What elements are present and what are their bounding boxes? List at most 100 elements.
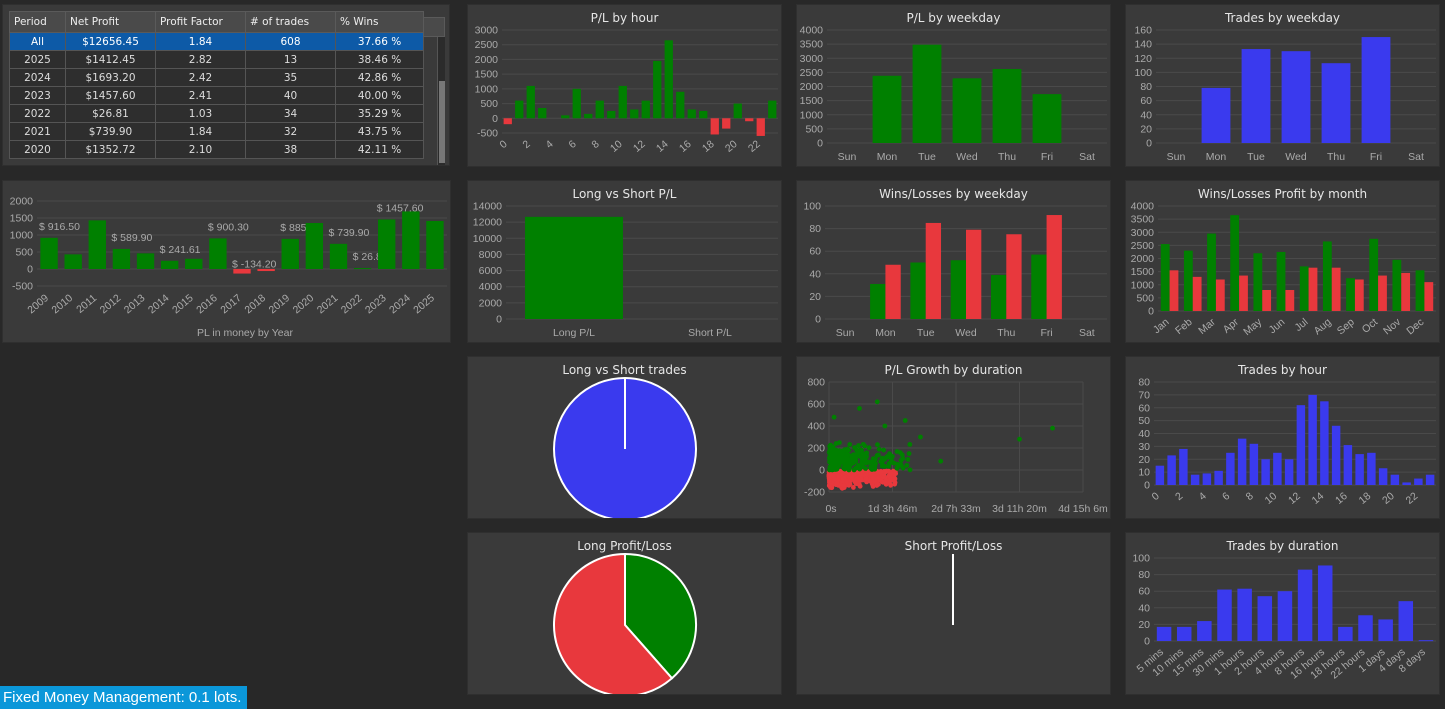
y-tick-label: 3500 <box>800 39 824 51</box>
bar <box>378 219 396 269</box>
scatter-point <box>828 456 834 462</box>
x-tick-label: Long P/L <box>553 327 595 339</box>
scatter-point <box>853 458 859 464</box>
x-tick-label: Thu <box>1327 151 1345 163</box>
data-label: $ -134.20 <box>232 259 277 271</box>
column-header[interactable]: Profit Factor <box>155 11 246 33</box>
y-tick-label: 10000 <box>473 233 502 245</box>
y-tick-label: 1000 <box>1131 279 1155 291</box>
x-tick-label: 0s <box>825 503 836 515</box>
table-row[interactable]: 2023 $1457.60 2.41 40 40.00 % <box>9 86 424 105</box>
x-tick-label: 20 <box>1380 490 1397 507</box>
y-tick-label: 500 <box>480 98 498 110</box>
chart-title: P/L Growth by duration <box>884 363 1023 377</box>
table-row[interactable]: 2024 $1693.20 2.42 35 42.86 % <box>9 68 424 87</box>
bar <box>768 100 777 119</box>
x-tick-label: 2020 <box>291 292 317 316</box>
y-tick-label: 0 <box>1146 138 1152 150</box>
x-tick-label: Jan <box>1151 316 1172 336</box>
column-header[interactable]: Net Profit <box>65 11 156 33</box>
y-tick-label: 160 <box>1134 25 1152 37</box>
table-cell: 34 <box>245 104 336 123</box>
bar <box>1321 63 1351 143</box>
chart-pl-by-year: 2000 1500 1000 500 0 -500 $ 916.50 $ 589.90 $ 24… <box>10 196 447 339</box>
column-header[interactable]: # of trades <box>245 11 336 33</box>
scatter-point <box>907 467 913 473</box>
x-tick-label: 4 <box>1197 490 1209 503</box>
scatter-point <box>844 479 849 485</box>
column-header[interactable]: % Wins <box>335 11 424 33</box>
chart-title: Wins/Losses Profit by month <box>1197 187 1368 201</box>
chart-title: Long Profit/Loss <box>577 539 672 553</box>
x-tick-label: 6 <box>566 138 578 151</box>
bar <box>160 260 179 269</box>
bar <box>1261 459 1270 485</box>
x-tick-label: 8 <box>1244 490 1256 503</box>
scatter-point <box>839 448 845 454</box>
y-tick-label: 3000 <box>475 25 499 37</box>
table-row[interactable]: 2022 $26.81 1.03 34 35.29 % <box>9 104 424 123</box>
scatter-point <box>875 452 881 458</box>
scatter-point <box>887 480 892 486</box>
bar <box>1215 279 1225 311</box>
x-tick-label: 2024 <box>387 292 413 316</box>
bar <box>733 103 742 119</box>
y-tick-label: 500 <box>1136 292 1154 304</box>
bar <box>1369 238 1379 311</box>
table-header-row: Period Net Profit Profit Factor # of trades… <box>9 11 424 33</box>
table-row[interactable]: All $12656.45 1.84 608 37.66 % <box>9 32 424 51</box>
y-tick-label: 4000 <box>1131 201 1155 213</box>
bar <box>503 118 512 125</box>
scatter-point <box>894 465 900 471</box>
scatter-point <box>865 470 871 476</box>
x-tick-label: 2010 <box>49 292 75 316</box>
table-row[interactable]: 2021 $739.90 1.84 32 43.75 % <box>9 122 424 141</box>
y-tick-label: 20 <box>1138 619 1150 631</box>
x-tick-label: 22 <box>746 138 763 155</box>
bar <box>912 44 942 143</box>
scatter-point <box>875 470 881 476</box>
bar <box>1241 49 1271 143</box>
x-tick-label: Tue <box>918 151 936 163</box>
chart-title: Long vs Short P/L <box>572 187 677 201</box>
y-tick-label: 140 <box>1134 39 1152 51</box>
scatter-point <box>856 443 861 448</box>
bar <box>950 260 966 319</box>
table-cell: 2025 <box>9 50 66 69</box>
data-label: $ 916.50 <box>39 221 80 233</box>
x-tick-label: 2011 <box>74 292 99 316</box>
bar <box>1343 445 1353 485</box>
table-row[interactable]: 2020 $1352.72 2.10 38 42.11 % <box>9 140 424 159</box>
y-tick-label: 80 <box>1138 377 1150 389</box>
x-tick-label: 2017 <box>218 292 244 316</box>
table-cell: 2.82 <box>155 50 246 69</box>
bar <box>1367 452 1376 485</box>
stats-table-panel: Period Net Profit Profit Factor # of trades… <box>2 4 450 166</box>
table-row[interactable]: 2025 $1412.45 2.82 13 38.46 % <box>9 50 424 69</box>
table-cell: 13 <box>245 50 336 69</box>
bar <box>329 243 348 269</box>
scrollbar-thumb[interactable] <box>439 81 445 163</box>
y-tick-label: 4000 <box>479 281 503 293</box>
scatter-point <box>834 480 840 486</box>
x-tick-label: 1d 3h 46m <box>868 503 918 515</box>
y-tick-label: 2000 <box>800 81 824 93</box>
bar <box>561 115 570 119</box>
bar <box>1190 474 1200 485</box>
bar <box>952 78 982 143</box>
bar <box>925 222 942 319</box>
scatter-point <box>833 457 839 463</box>
y-tick-label: 1500 <box>10 213 34 225</box>
y-tick-label: 80 <box>1138 569 1150 581</box>
bar <box>1273 452 1282 485</box>
column-header[interactable]: Period <box>9 11 66 33</box>
y-tick-label: 2500 <box>1131 240 1155 252</box>
table-scrollbar[interactable] <box>437 37 445 165</box>
stats-table[interactable]: Period Net Profit Profit Factor # of trades… <box>9 11 424 159</box>
bar <box>1320 401 1329 485</box>
bar <box>209 238 227 269</box>
bar <box>1378 619 1393 641</box>
x-tick-label: 4d 15h 6m <box>1058 503 1108 515</box>
chart-title: P/L by hour <box>590 11 659 25</box>
x-tick-label: 2023 <box>363 292 389 316</box>
